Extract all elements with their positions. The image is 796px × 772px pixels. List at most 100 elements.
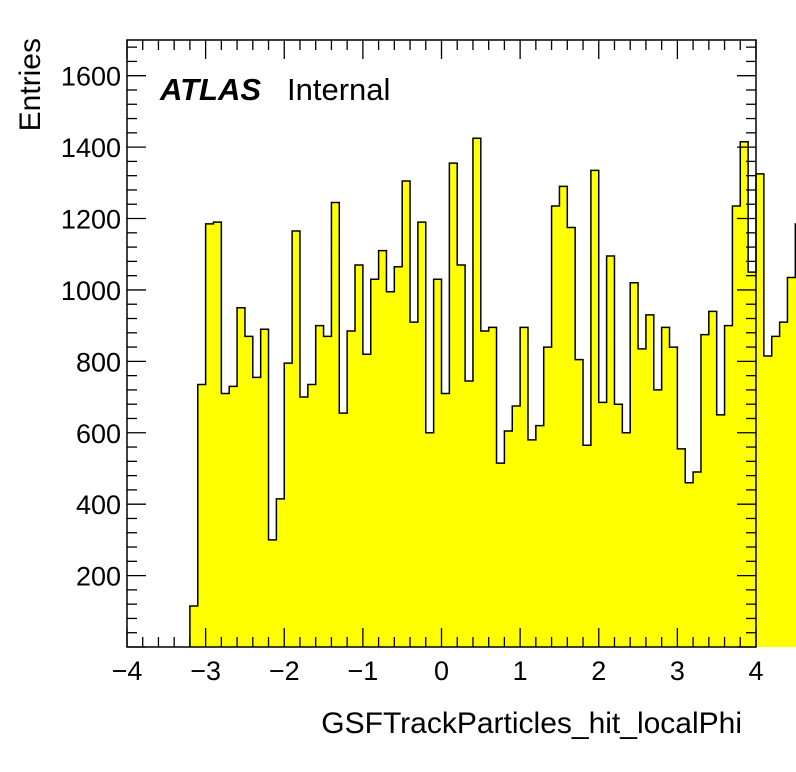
- histogram-bin: [410, 322, 419, 647]
- y-tick-label: 1600: [61, 62, 121, 92]
- histogram-bin: [575, 359, 584, 647]
- histogram-bin: [323, 336, 332, 647]
- histogram-bin: [661, 327, 670, 647]
- x-tick-label: 3: [670, 656, 685, 686]
- histogram-bin: [638, 348, 647, 647]
- histogram-bin: [260, 329, 269, 647]
- histogram-bin: [771, 336, 780, 647]
- histogram-bin: [590, 170, 600, 647]
- y-tick-label: 1400: [61, 133, 121, 163]
- histogram-bin: [614, 404, 623, 647]
- histogram-bin: [315, 325, 324, 647]
- histogram-bin: [700, 334, 710, 647]
- histogram-bin: [551, 206, 560, 647]
- histogram-bin: [787, 277, 796, 647]
- histogram-bin: [716, 414, 725, 647]
- histogram-bin: [779, 322, 788, 647]
- histogram-bin: [347, 331, 356, 647]
- histogram-bin: [504, 430, 513, 647]
- histogram-bin: [512, 405, 521, 647]
- atlas-label: ATLAS: [159, 72, 261, 107]
- histogram-bin: [355, 264, 364, 647]
- histogram-bin: [276, 498, 285, 647]
- histogram-bin: [402, 181, 411, 647]
- histogram-bin: [622, 432, 631, 647]
- x-tick-label: −2: [269, 656, 300, 686]
- histogram-bin: [496, 463, 505, 647]
- histogram-bin: [748, 272, 757, 647]
- histogram-bin: [756, 173, 765, 647]
- histogram-bin: [457, 264, 466, 647]
- histogram-bin: [567, 227, 576, 648]
- histogram-bin: [763, 355, 773, 647]
- x-tick-label: −3: [190, 656, 221, 686]
- histogram-bin: [520, 327, 529, 647]
- histogram-bin: [268, 539, 277, 647]
- histogram-bin: [197, 384, 206, 647]
- histogram-bin: [252, 377, 261, 647]
- y-tick-label: 800: [76, 347, 121, 377]
- histogram-bin: [653, 389, 662, 647]
- y-axis-title: Entries: [14, 38, 47, 131]
- y-tick-label: 1000: [61, 276, 121, 306]
- x-tick-label: −4: [112, 656, 143, 686]
- x-tick-label: 4: [748, 656, 763, 686]
- histogram-bin: [378, 250, 387, 647]
- histogram-bin: [441, 393, 450, 647]
- y-tick-label: 1200: [61, 205, 121, 235]
- y-tick-label: 400: [76, 490, 121, 520]
- histogram-bin: [708, 311, 717, 647]
- histogram-bin: [362, 354, 372, 647]
- histogram-bin: [724, 325, 733, 647]
- histogram-bin: [583, 445, 592, 647]
- y-tick-label: 600: [76, 419, 121, 449]
- histogram-bin: [465, 380, 474, 647]
- histogram-bin: [205, 223, 214, 647]
- histogram-bin: [284, 363, 293, 647]
- histogram-bin: [598, 402, 607, 647]
- histogram-bin: [237, 307, 246, 647]
- x-tick-label: −1: [347, 656, 378, 686]
- histogram-bin: [472, 138, 482, 648]
- histogram-bin: [213, 222, 222, 647]
- x-axis-title: GSFTrackParticles_hit_localPhi: [321, 707, 742, 740]
- histogram-bin: [229, 386, 238, 647]
- histogram-bars: [189, 138, 796, 648]
- histogram-bin: [630, 282, 639, 647]
- histogram-bin: [307, 384, 316, 647]
- histogram-bin: [339, 413, 348, 647]
- histogram-bin: [221, 393, 230, 647]
- histogram-bin: [386, 291, 395, 647]
- histogram-bin: [606, 256, 615, 647]
- y-tick-label: 200: [76, 562, 121, 592]
- histogram-bin: [244, 336, 254, 647]
- histogram-bin: [370, 279, 379, 647]
- histogram-bin: [331, 202, 340, 647]
- y-tick-labels: 200 400 600 800 1000 1200 1400 1600: [61, 62, 121, 592]
- axis-ticks: [126, 40, 757, 648]
- histogram-bin: [189, 605, 199, 647]
- histogram-bin: [394, 266, 403, 647]
- histogram-bin: [677, 448, 686, 647]
- histogram-bin: [433, 279, 442, 647]
- histogram-bin: [480, 331, 489, 647]
- histogram-bin: [693, 472, 702, 647]
- histogram-bin: [488, 327, 497, 647]
- histogram-bin: [740, 141, 749, 647]
- histogram-bin: [299, 397, 309, 647]
- histogram-bin: [449, 163, 458, 647]
- internal-label: Internal: [287, 72, 390, 107]
- histogram-bin: [685, 482, 694, 647]
- histogram-bin: [669, 347, 678, 647]
- x-tick-label: 1: [513, 656, 528, 686]
- histogram-bin: [425, 432, 434, 647]
- histogram-bin: [535, 425, 545, 647]
- histogram-bin: [732, 206, 741, 647]
- x-tick-label: 0: [434, 656, 449, 686]
- histogram-bin: [559, 186, 568, 648]
- histogram-bin: [543, 347, 552, 647]
- histogram-bin: [292, 231, 301, 647]
- histogram-bin: [645, 314, 655, 647]
- histogram-outline: [189, 137, 796, 647]
